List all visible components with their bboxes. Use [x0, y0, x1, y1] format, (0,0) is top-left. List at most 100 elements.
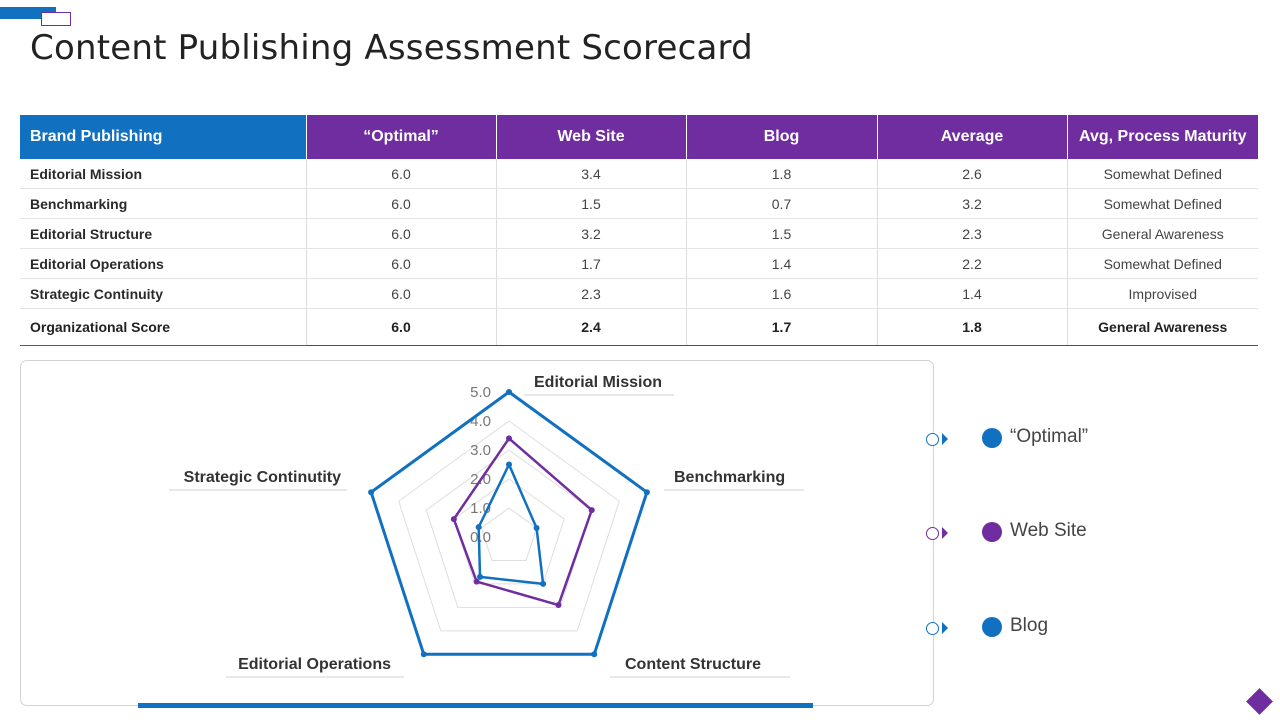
legend-marker-ring-icon — [926, 433, 939, 446]
legend-label: Blog — [1010, 615, 1049, 636]
row-label: Strategic Continuity — [20, 278, 306, 309]
cell-web-site: 2.3 — [495, 278, 686, 309]
legend-label: Web Site — [1010, 520, 1087, 541]
legend-arrow-icon — [942, 527, 948, 539]
legend-label: “Optimal” — [1010, 426, 1089, 447]
legend-marker-ring-icon — [926, 622, 939, 635]
total-label: Organizational Score — [20, 308, 306, 346]
radar-category-label: Benchmarking — [674, 469, 785, 486]
legend-item-web-site[interactable]: Web Site — [926, 518, 1246, 548]
radar-point — [643, 489, 650, 496]
cell-optimal: 6.0 — [305, 159, 496, 189]
cell-web-site: 1.7 — [495, 248, 686, 279]
legend-arrow-icon — [942, 622, 948, 634]
cell-blog: 1.4 — [685, 248, 877, 279]
table-row: Editorial Structure 6.0 3.2 1.5 2.3 Gene… — [20, 218, 1258, 249]
table-row: Benchmarking 6.0 1.5 0.7 3.2 Somewhat De… — [20, 188, 1258, 219]
table-row: Editorial Mission 6.0 3.4 1.8 2.6 Somewh… — [20, 159, 1258, 189]
cell-average: 2.2 — [876, 248, 1067, 279]
decorative-accent-box — [41, 12, 71, 26]
radar-point — [475, 524, 482, 531]
radar-point — [506, 435, 512, 442]
radar-series-line — [452, 437, 593, 607]
chart-legend: “Optimal” Web Site Blog — [926, 0, 1266, 720]
cell-average: 2.6 — [876, 159, 1067, 189]
cell-web-site: 3.4 — [495, 159, 686, 189]
legend-item-optimal[interactable]: “Optimal” — [926, 424, 1246, 454]
legend-swatch — [982, 617, 1002, 637]
radar-point — [533, 525, 540, 532]
cell-blog: 1.5 — [685, 218, 877, 249]
radar-point — [555, 602, 562, 609]
radar-series-line — [369, 390, 649, 656]
radar-category-label: Strategic Continutity — [184, 469, 341, 486]
header-brand-publishing: Brand Publishing — [20, 115, 306, 159]
radar-point — [506, 461, 512, 468]
row-label: Editorial Structure — [20, 218, 306, 249]
radar-tick-label: 5.0 — [470, 384, 491, 401]
radar-tick-label: 3.0 — [470, 442, 491, 459]
radar-tick-label: 4.0 — [470, 413, 491, 430]
row-label: Editorial Operations — [20, 248, 306, 279]
header-process-maturity: Avg, Process Maturity — [1066, 115, 1258, 159]
header-average: Average — [876, 115, 1067, 159]
total-optimal: 6.0 — [305, 308, 496, 346]
cell-average: 2.3 — [876, 218, 1067, 249]
row-label: Editorial Mission — [20, 159, 306, 189]
radar-point — [368, 489, 375, 496]
radar-tick-label: 0.0 — [470, 529, 491, 546]
decorative-bottom-bar — [138, 703, 813, 708]
cell-average: 3.2 — [876, 188, 1067, 219]
radar-category-label: Content Structure — [625, 656, 761, 673]
legend-swatch — [982, 428, 1002, 448]
total-blog: 1.7 — [685, 308, 877, 346]
radar-grid-ring — [480, 507, 538, 561]
radar-grid-ring — [425, 449, 593, 608]
legend-item-blog[interactable]: Blog — [926, 613, 1246, 643]
radar-series-line — [477, 463, 545, 586]
cell-maturity: General Awareness — [1066, 218, 1258, 249]
legend-swatch — [982, 522, 1002, 542]
radar-point — [591, 651, 598, 658]
total-web-site: 2.4 — [495, 308, 686, 346]
radar-category-label: Editorial Operations — [238, 656, 391, 673]
scorecard-table: Brand Publishing “Optimal” Web Site Blog… — [20, 115, 1258, 346]
radar-point — [477, 573, 484, 580]
cell-optimal: 6.0 — [305, 278, 496, 309]
table-header-row: Brand Publishing “Optimal” Web Site Blog… — [20, 115, 1258, 159]
cell-optimal: 6.0 — [305, 248, 496, 279]
table-row: Strategic Continuity 6.0 2.3 1.6 1.4 Imp… — [20, 278, 1258, 309]
total-maturity: General Awareness — [1066, 308, 1258, 346]
radar-grid-ring — [453, 478, 565, 585]
table-total-row: Organizational Score 6.0 2.4 1.7 1.8 Gen… — [20, 308, 1258, 346]
table-row: Editorial Operations 6.0 1.7 1.4 2.2 Som… — [20, 248, 1258, 279]
legend-marker-ring-icon — [926, 527, 939, 540]
cell-maturity: Somewhat Defined — [1066, 248, 1258, 279]
header-web-site: Web Site — [495, 115, 686, 159]
header-blog: Blog — [685, 115, 877, 159]
cell-maturity: Somewhat Defined — [1066, 188, 1258, 219]
cell-maturity: Improvised — [1066, 278, 1258, 309]
radar-point — [506, 389, 512, 395]
radar-point — [420, 651, 427, 658]
cell-optimal: 6.0 — [305, 188, 496, 219]
cell-blog: 0.7 — [685, 188, 877, 219]
cell-web-site: 3.2 — [495, 218, 686, 249]
radar-point — [473, 578, 480, 585]
cell-maturity: Somewhat Defined — [1066, 159, 1258, 189]
cell-web-site: 1.5 — [495, 188, 686, 219]
cell-blog: 1.8 — [685, 159, 877, 189]
radar-category-label: Editorial Mission — [534, 374, 662, 391]
row-label: Benchmarking — [20, 188, 306, 219]
cell-average: 1.4 — [876, 278, 1067, 309]
cell-optimal: 6.0 — [305, 218, 496, 249]
legend-arrow-icon — [942, 433, 948, 445]
header-optimal: “Optimal” — [305, 115, 496, 159]
radar-grid-ring — [398, 420, 620, 632]
total-average: 1.8 — [876, 308, 1067, 346]
page-title: Content Publishing Assessment Scorecard — [30, 28, 753, 68]
radar-point — [588, 507, 595, 514]
cell-blog: 1.6 — [685, 278, 877, 309]
radar-point — [540, 580, 547, 587]
